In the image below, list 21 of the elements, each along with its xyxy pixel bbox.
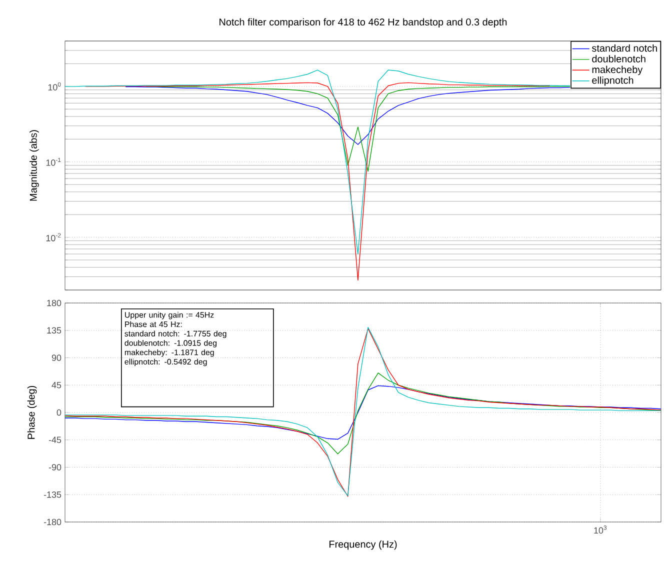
- y-axis-title: Phase (deg): [27, 386, 37, 439]
- y-tick-label: 10$^{-1}$: [46, 158, 61, 166]
- y-tick-label: 135: [47, 327, 62, 334]
- legend-label: makecheby: [592, 66, 643, 76]
- y-tick-label: 90: [52, 354, 62, 361]
- x-axis-title: Frequency (Hz): [329, 540, 397, 550]
- legend-label: standard notch: [592, 44, 657, 52]
- y-tick-label: 0: [56, 409, 62, 416]
- y-tick-label: -90: [48, 464, 62, 470]
- legend-label: ellipnotch: [592, 76, 634, 86]
- chart-title: Notch filter comparison for 418 to 462 Hz bandstop and 0.3 depth: [220, 18, 507, 28]
- x-tick-label: 10$^{3}$: [594, 526, 607, 534]
- y-axis-title: Magnitude (abs): [30, 130, 39, 201]
- y-tick-label: 45: [52, 382, 62, 388]
- y-tick-label: 180: [47, 300, 62, 306]
- y-tick-label: -45: [48, 436, 62, 444]
- y-tick-label: -180: [44, 518, 62, 526]
- y-tick-label: -135: [44, 491, 62, 498]
- y-tick-label: 10$^{0}$: [48, 82, 61, 90]
- y-tick-label: 10$^{-2}$: [46, 233, 61, 242]
- legend-label: doublenotch: [592, 55, 646, 62]
